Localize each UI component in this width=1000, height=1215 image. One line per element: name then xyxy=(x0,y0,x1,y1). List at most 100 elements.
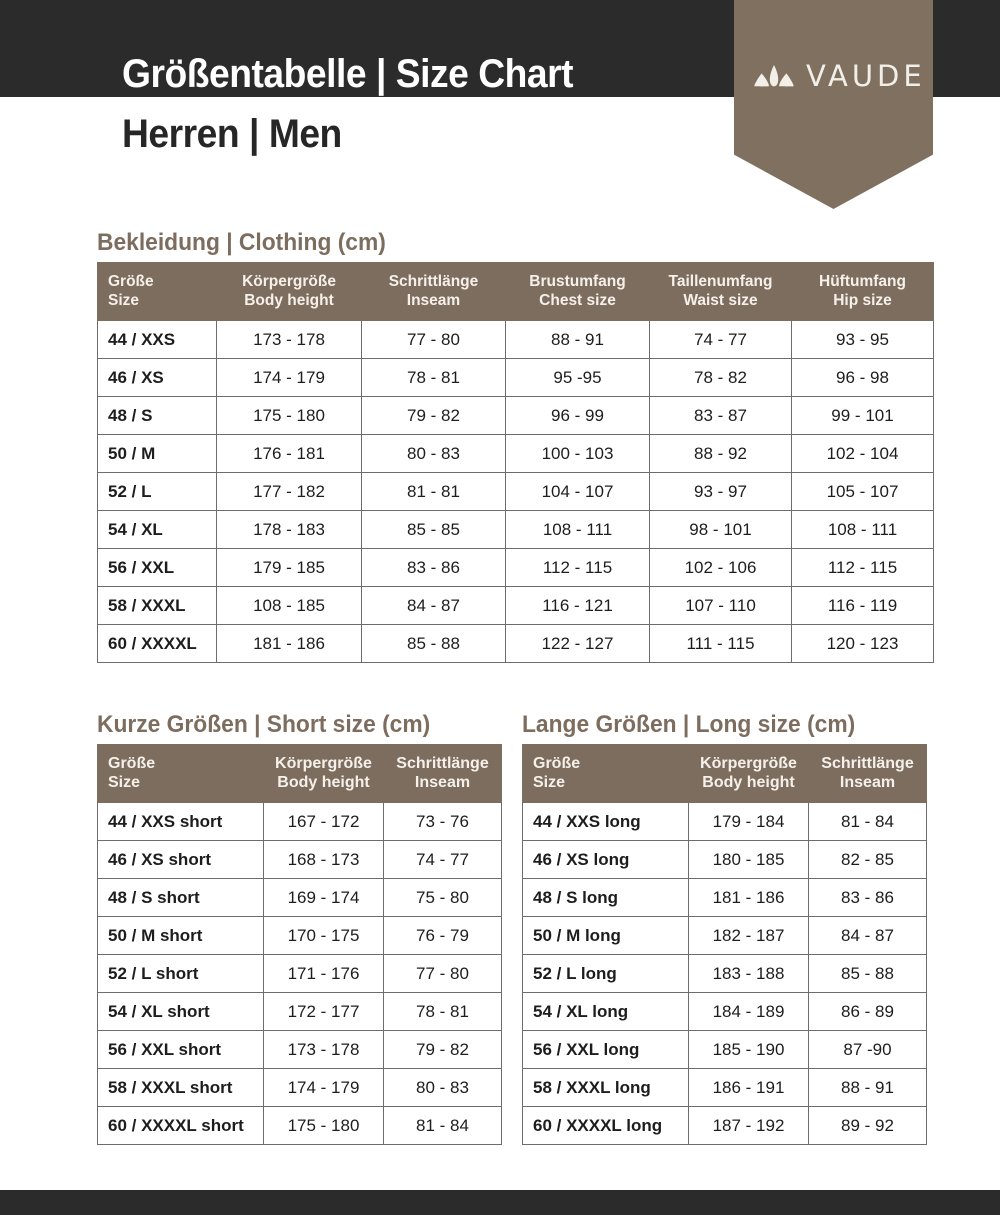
table-header-row: Größe Size Körpergröße Body height Schri… xyxy=(97,262,934,321)
cell-inseam: 75 - 80 xyxy=(383,878,502,917)
col-header-inseam-de: Schrittlänge xyxy=(396,754,489,772)
cell-body-height: 173 - 178 xyxy=(263,1030,384,1069)
cell-inseam: 73 - 76 xyxy=(383,802,502,841)
cell-body-height: 187 - 192 xyxy=(688,1106,809,1145)
col-header-waist-de: Taillenumfang xyxy=(668,273,773,291)
table-row: 50 / M long 182 - 187 84 - 87 xyxy=(522,916,927,955)
col-header-chest: Brustumfang Chest size xyxy=(505,262,650,321)
col-header-inseam-de: Schrittlänge xyxy=(388,273,479,291)
long-table-body: 44 / XXS long 179 - 184 81 - 84 46 / XS lon… xyxy=(522,802,927,1145)
cell-body-height: 167 - 172 xyxy=(263,802,384,841)
col-header-body-height: Körpergröße Body height xyxy=(216,262,362,321)
long-size-table: Größe Size Körpergröße Body height Schri… xyxy=(522,744,927,1145)
table-row: 44 / XXS short 167 - 172 73 - 76 xyxy=(97,802,502,841)
cell-inseam: 76 - 79 xyxy=(383,916,502,955)
cell-inseam: 78 - 81 xyxy=(383,992,502,1031)
table-row: 56 / XXL short 173 - 178 79 - 82 xyxy=(97,1030,502,1069)
col-header-chest-de: Brustumfang xyxy=(529,273,626,291)
cell-body-height: 178 - 183 xyxy=(216,510,362,549)
cell-inseam: 86 - 89 xyxy=(808,992,927,1031)
table-row: 44 / XXS long 179 - 184 81 - 84 xyxy=(522,802,927,841)
table-row: 60 / XXXXL 181 - 186 85 - 88 122 - 127 111 -… xyxy=(97,624,934,663)
cell-inseam: 79 - 82 xyxy=(383,1030,502,1069)
cell-body-height: 176 - 181 xyxy=(216,434,362,473)
short-table-body: 44 / XXS short 167 - 172 73 - 76 46 / XS sh… xyxy=(97,802,502,1145)
cell-waist: 107 - 110 xyxy=(649,586,792,625)
cell-body-height: 174 - 179 xyxy=(216,358,362,397)
table-row: 58 / XXXL long 186 - 191 88 - 91 xyxy=(522,1068,927,1107)
cell-chest: 122 - 127 xyxy=(505,624,650,663)
col-header-inseam-en: Inseam xyxy=(839,773,896,791)
cell-body-height: 172 - 177 xyxy=(263,992,384,1031)
cell-body-height: 175 - 180 xyxy=(263,1106,384,1145)
section-caption-short: Kurze Größen | Short size (cm) xyxy=(97,711,431,738)
cell-body-height: 108 - 185 xyxy=(216,586,362,625)
table-row: 52 / L 177 - 182 81 - 81 104 - 107 93 - 97 10… xyxy=(97,472,934,511)
cell-waist: 102 - 106 xyxy=(649,548,792,587)
col-header-waist: Taillenumfang Waist size xyxy=(649,262,792,321)
col-header-size-de: Größe xyxy=(533,754,581,772)
cell-inseam: 84 - 87 xyxy=(808,916,927,955)
table-row: 58 / XXXL short 174 - 179 80 - 83 xyxy=(97,1068,502,1107)
cell-chest: 95 -95 xyxy=(505,358,650,397)
col-header-hip-de: Hüftumfang xyxy=(819,273,906,291)
col-header-size: Größe Size xyxy=(97,262,217,321)
cell-body-height: 177 - 182 xyxy=(216,472,362,511)
cell-inseam: 81 - 81 xyxy=(361,472,506,511)
cell-size: 58 / XXXL short xyxy=(97,1068,264,1107)
cell-hip: 96 - 98 xyxy=(791,358,934,397)
cell-body-height: 171 - 176 xyxy=(263,954,384,993)
cell-inseam: 87 -90 xyxy=(808,1030,927,1069)
col-header-body-height-en: Body height xyxy=(702,773,795,791)
cell-body-height: 183 - 188 xyxy=(688,954,809,993)
cell-inseam: 83 - 86 xyxy=(361,548,506,587)
col-header-size-de: Größe xyxy=(108,754,156,772)
cell-size: 50 / M long xyxy=(522,916,689,955)
table-row: 46 / XS 174 - 179 78 - 81 95 -95 78 - 82 96 -… xyxy=(97,358,934,397)
cell-size: 44 / XXS short xyxy=(97,802,264,841)
table-row: 48 / S 175 - 180 79 - 82 96 - 99 83 - 87 99 -… xyxy=(97,396,934,435)
col-header-chest-en: Chest size xyxy=(539,291,616,309)
cell-waist: 111 - 115 xyxy=(649,624,792,663)
vaude-wordmark: VAUDE xyxy=(806,59,926,93)
cell-size: 48 / S long xyxy=(522,878,689,917)
table-row: 54 / XL short 172 - 177 78 - 81 xyxy=(97,992,502,1031)
clothing-size-table: Größe Size Körpergröße Body height Schri… xyxy=(97,262,934,663)
table-row: 52 / L short 171 - 176 77 - 80 xyxy=(97,954,502,993)
section-caption-long: Lange Größen | Long size (cm) xyxy=(522,711,856,738)
col-header-inseam: Schrittlänge Inseam xyxy=(808,744,927,803)
col-header-body-height: Körpergröße Body height xyxy=(688,744,809,803)
col-header-inseam-de: Schrittlänge xyxy=(821,754,914,772)
cell-waist: 78 - 82 xyxy=(649,358,792,397)
cell-inseam: 85 - 85 xyxy=(361,510,506,549)
cell-waist: 93 - 97 xyxy=(649,472,792,511)
col-header-inseam: Schrittlänge Inseam xyxy=(361,262,506,321)
cell-inseam: 82 - 85 xyxy=(808,840,927,879)
cell-inseam: 83 - 86 xyxy=(808,878,927,917)
cell-inseam: 84 - 87 xyxy=(361,586,506,625)
cell-size: 52 / L long xyxy=(522,954,689,993)
clothing-table-body: 44 / XXS 173 - 178 77 - 80 88 - 91 74 - 77 93… xyxy=(97,320,934,663)
cell-inseam: 85 - 88 xyxy=(361,624,506,663)
cell-body-height: 168 - 173 xyxy=(263,840,384,879)
col-header-body-height-de: Körpergröße xyxy=(700,754,797,772)
cell-size: 50 / M short xyxy=(97,916,264,955)
cell-size: 44 / XXS xyxy=(97,320,217,359)
vaude-tri-leaf-icon xyxy=(754,64,794,86)
cell-size: 56 / XXL long xyxy=(522,1030,689,1069)
col-header-body-height-de: Körpergröße xyxy=(275,754,372,772)
cell-inseam: 77 - 80 xyxy=(361,320,506,359)
cell-chest: 100 - 103 xyxy=(505,434,650,473)
col-header-size-en: Size xyxy=(108,773,141,791)
table-row: 46 / XS short 168 - 173 74 - 77 xyxy=(97,840,502,879)
cell-size: 52 / L xyxy=(97,472,217,511)
vaude-logo: VAUDE xyxy=(754,62,926,91)
cell-size: 46 / XS xyxy=(97,358,217,397)
cell-size: 48 / S xyxy=(97,396,217,435)
cell-inseam: 88 - 91 xyxy=(808,1068,927,1107)
cell-inseam: 79 - 82 xyxy=(361,396,506,435)
table-row: 46 / XS long 180 - 185 82 - 85 xyxy=(522,840,927,879)
cell-waist: 88 - 92 xyxy=(649,434,792,473)
col-header-size-en: Size xyxy=(108,291,140,309)
